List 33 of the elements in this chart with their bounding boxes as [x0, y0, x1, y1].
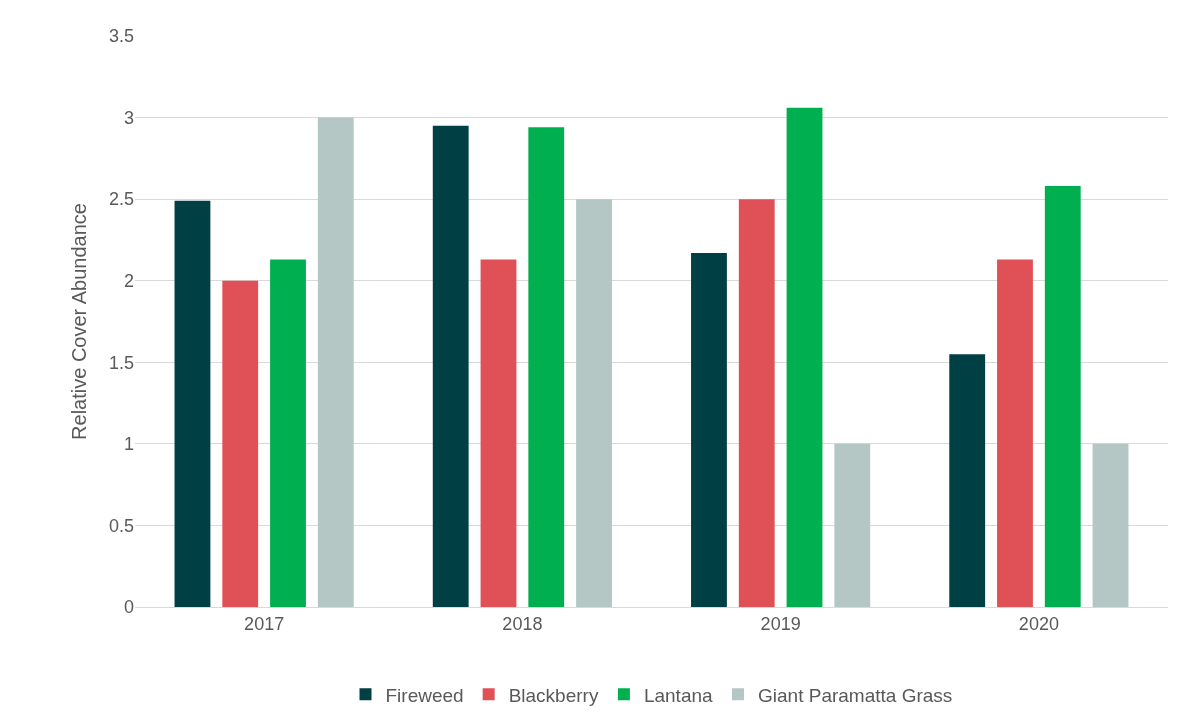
y-tick-label: 1.5	[108, 352, 134, 373]
bar	[1092, 443, 1129, 607]
bar	[528, 127, 565, 607]
bar	[1044, 186, 1081, 607]
bar	[834, 443, 871, 607]
bar	[997, 259, 1033, 607]
y-tick-label: 2.5	[108, 189, 134, 210]
legend-label: Blackberry	[508, 684, 599, 706]
bar	[786, 107, 823, 607]
bar	[949, 354, 986, 607]
bar	[270, 259, 306, 607]
x-tick-label: 2019	[760, 613, 801, 634]
bar	[691, 252, 727, 607]
bar	[174, 200, 211, 607]
bar	[432, 125, 469, 607]
y-tick-label: 0	[123, 597, 134, 618]
bar	[480, 259, 517, 607]
legend-label: Lantana	[643, 684, 714, 706]
bar	[576, 199, 612, 607]
bar	[222, 280, 259, 607]
y-tick-label: 3	[123, 107, 134, 128]
bar	[317, 117, 354, 607]
x-tick-label: 2017	[244, 613, 285, 634]
y-tick-label: 0.5	[108, 515, 134, 536]
y-tick-label: 1	[123, 434, 134, 455]
bar	[738, 199, 775, 607]
legend-label: Giant Paramatta Grass	[758, 684, 953, 706]
y-tick-label: 2	[123, 271, 134, 292]
x-tick-label: 2018	[502, 613, 543, 634]
y-tick-label: 3.5	[108, 26, 134, 47]
y-axis-title: Relative Cover Abundance	[68, 203, 91, 440]
legend-label: Fireweed	[385, 684, 464, 706]
x-tick-label: 2020	[1018, 613, 1059, 634]
